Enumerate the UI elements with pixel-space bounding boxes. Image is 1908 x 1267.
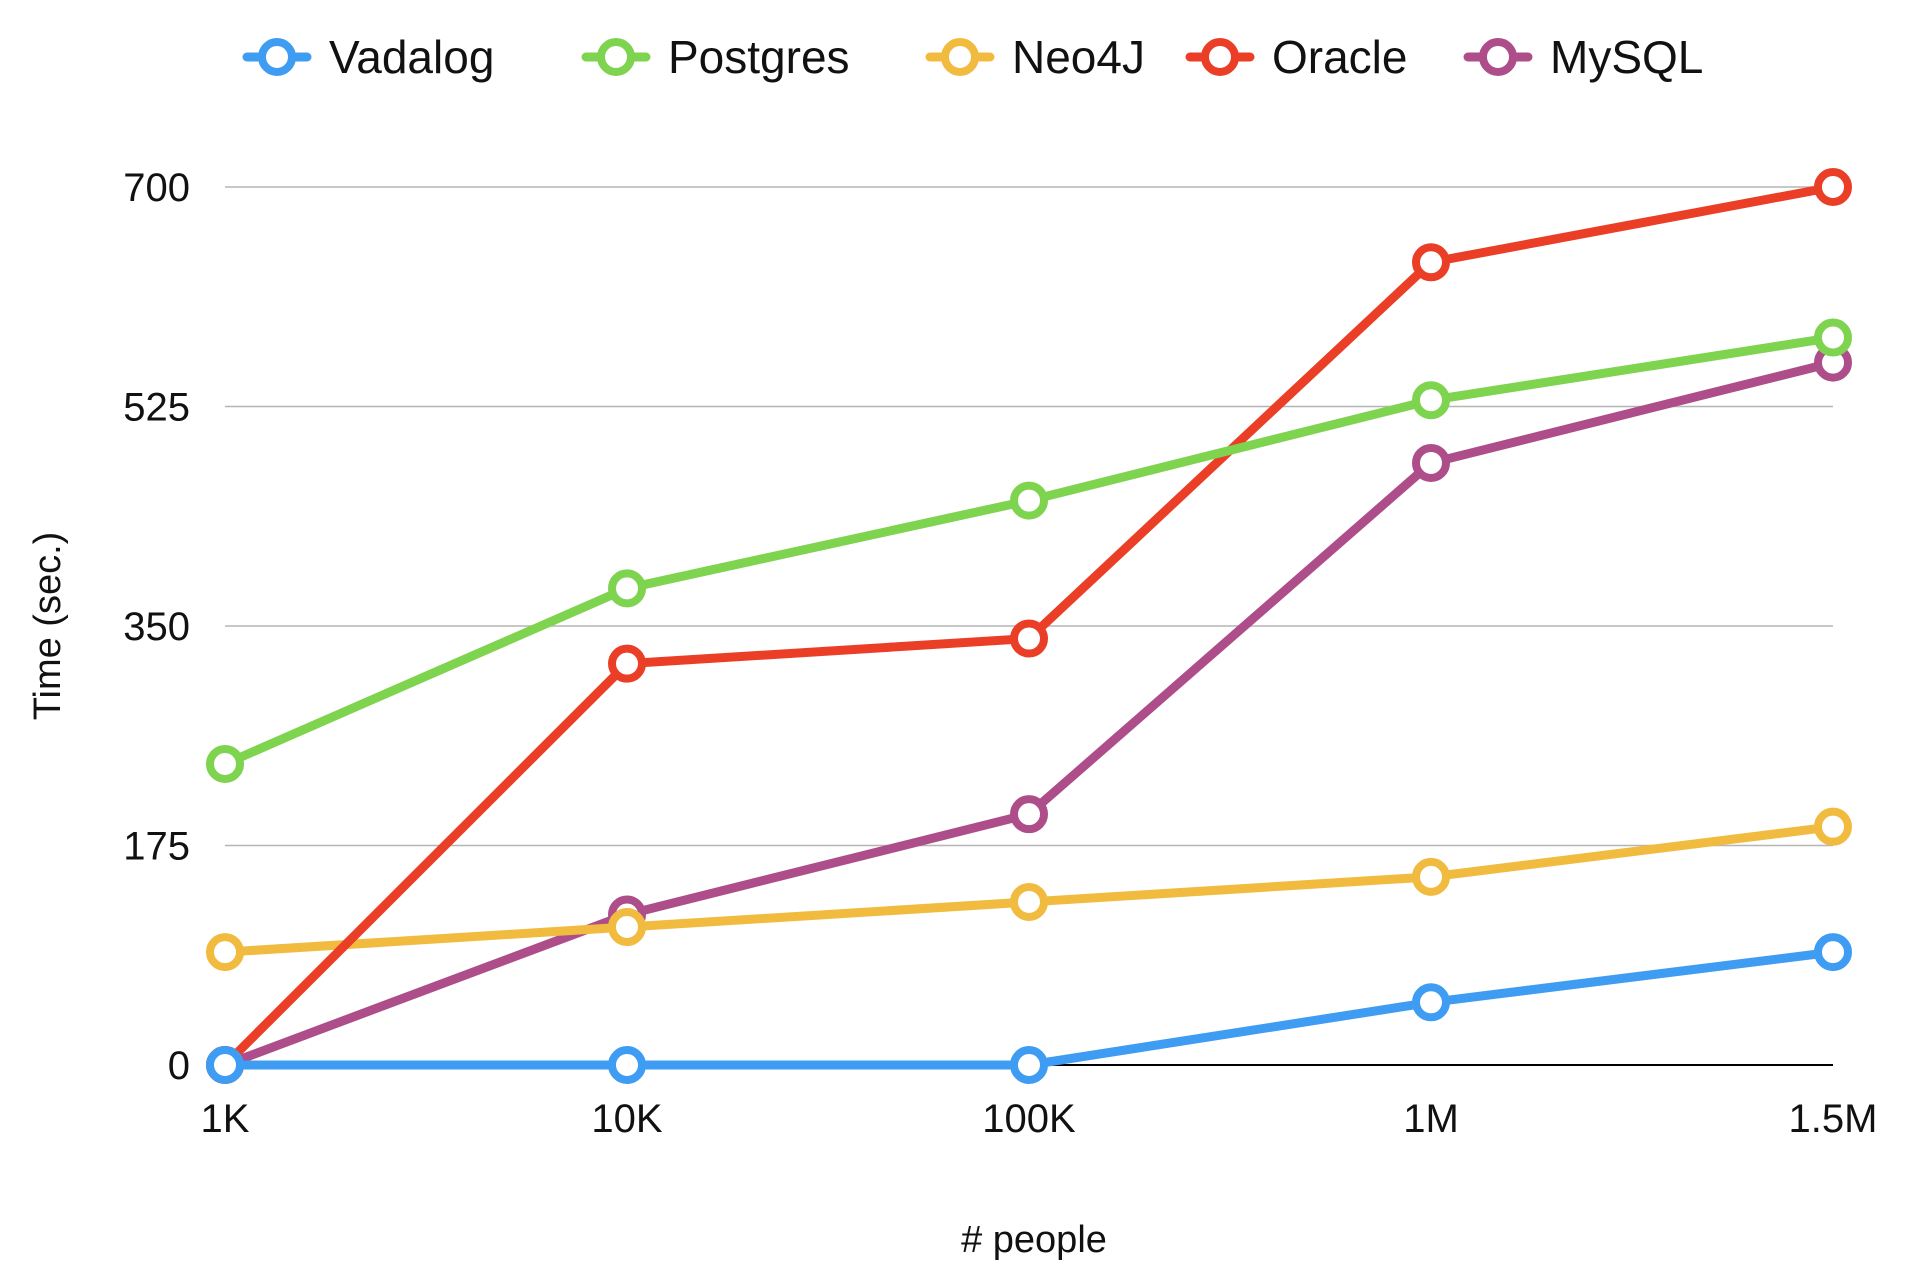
y-tick-labels: 0 175 350 525 700 — [123, 166, 190, 1088]
y-axis-title: Time (sec.) — [27, 532, 69, 721]
legend: Vadalog Postgres Neo4J Oracle MySQL — [242, 31, 1703, 83]
data-point — [1412, 243, 1450, 282]
data-point — [1412, 381, 1450, 420]
x-tick-label: 100K — [982, 1097, 1076, 1141]
data-point — [206, 933, 244, 972]
legend-label: MySQL — [1550, 31, 1703, 83]
data-point — [608, 569, 646, 608]
data-point — [1412, 857, 1450, 896]
data-point — [1412, 983, 1450, 1022]
data-point — [1010, 1046, 1048, 1084]
legend-swatch-marker — [1479, 38, 1517, 76]
x-axis-title: # people — [961, 1219, 1107, 1261]
legend-item-mysql: MySQL — [1463, 31, 1703, 83]
data-point — [1814, 807, 1852, 846]
legend-item-postgres: Postgres — [581, 31, 850, 83]
data-point — [1814, 168, 1852, 206]
y-tick-label: 700 — [123, 166, 190, 210]
series-lines — [206, 168, 1852, 1084]
legend-swatch-marker — [597, 38, 635, 76]
data-point — [1814, 933, 1852, 972]
data-point — [206, 744, 244, 783]
data-point — [1010, 619, 1048, 658]
y-tick-label: 525 — [123, 386, 190, 430]
data-point — [1010, 882, 1048, 921]
legend-item-oracle: Oracle — [1185, 31, 1407, 83]
data-point — [608, 1046, 646, 1084]
series-vadalog — [206, 933, 1852, 1084]
y-tick-label: 350 — [123, 605, 190, 649]
legend-item-vadalog: Vadalog — [242, 31, 494, 83]
legend-label: Oracle — [1272, 31, 1407, 83]
y-tick-label: 0 — [168, 1044, 190, 1088]
legend-label: Neo4J — [1012, 31, 1145, 83]
series-line — [220, 358, 1838, 1070]
data-point — [1814, 318, 1852, 357]
legend-swatch-marker — [941, 38, 979, 76]
x-tick-label: 10K — [591, 1097, 662, 1141]
x-tick-label: 1.5M — [1789, 1097, 1878, 1141]
data-point — [1412, 443, 1450, 482]
x-tick-label: 1K — [201, 1097, 250, 1141]
legend-label: Postgres — [668, 31, 850, 83]
data-point — [608, 644, 646, 683]
data-point — [1010, 795, 1048, 834]
legend-item-neo4j: Neo4J — [925, 31, 1145, 83]
series-postgres — [206, 318, 1852, 783]
legend-label: Vadalog — [329, 31, 494, 83]
legend-swatch-marker — [1201, 38, 1239, 76]
data-point — [1010, 481, 1048, 520]
x-tick-label: 1M — [1403, 1097, 1459, 1141]
series-line — [220, 333, 1838, 769]
series-mysql — [206, 343, 1852, 1084]
legend-swatch-marker — [258, 38, 296, 76]
data-point — [608, 908, 646, 947]
x-tick-labels: 1K 10K 100K 1M 1.5M — [201, 1097, 1878, 1141]
data-point — [206, 1046, 244, 1084]
series-neo4j — [206, 807, 1852, 972]
y-tick-label: 175 — [123, 825, 190, 869]
